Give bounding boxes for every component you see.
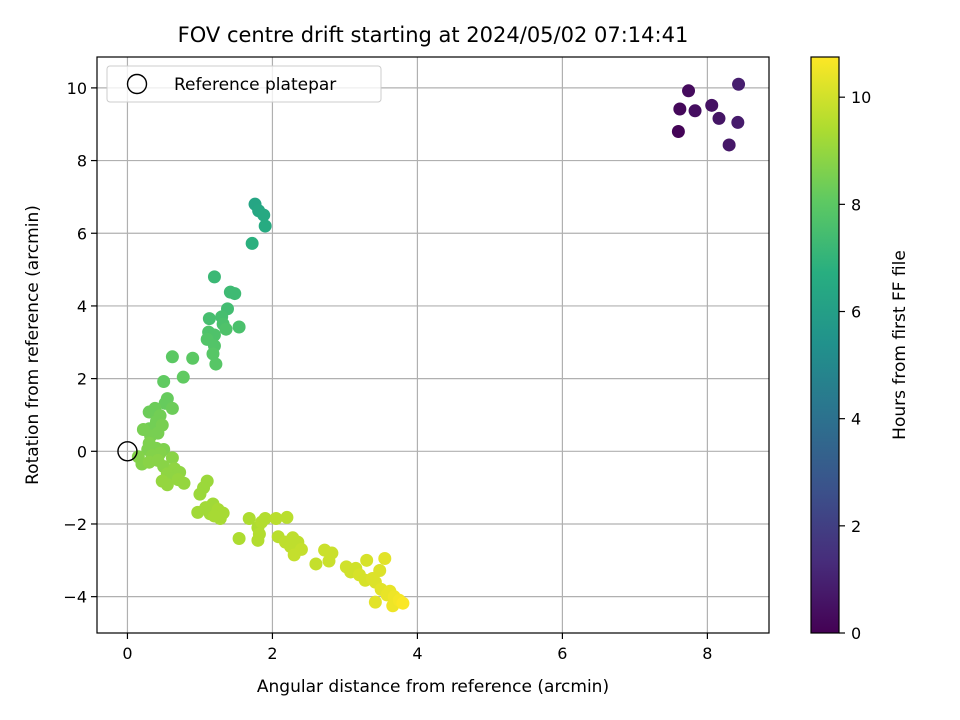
data-point	[165, 350, 179, 364]
data-point	[673, 102, 687, 116]
x-tick-label: 8	[702, 644, 712, 663]
colorbar-tick-label: 10	[851, 88, 871, 107]
colorbar	[810, 56, 840, 634]
data-point	[242, 512, 256, 526]
data-point	[206, 347, 220, 361]
y-tick-label: −4	[63, 588, 87, 607]
colorbar-ticks: 0 2 4 6 8 10	[839, 88, 871, 643]
data-point	[722, 138, 736, 152]
plot-frame	[96, 56, 770, 634]
colorbar-tick-label: 6	[851, 303, 861, 322]
data-point	[712, 111, 726, 125]
data-point	[688, 104, 702, 118]
data-point	[157, 375, 171, 389]
data-point	[207, 270, 221, 284]
x-tick-label: 4	[412, 644, 422, 663]
colorbar-label: Hours from first FF file	[890, 250, 910, 440]
x-tick-label: 6	[557, 644, 567, 663]
data-point	[232, 532, 246, 546]
data-points	[131, 77, 746, 613]
plot-area	[97, 57, 769, 633]
data-point	[219, 322, 233, 336]
data-point	[257, 208, 271, 222]
data-point	[136, 422, 150, 436]
legend-label: Reference platepar	[174, 75, 336, 95]
grid	[97, 57, 769, 633]
data-point	[202, 312, 216, 326]
data-point	[671, 124, 685, 138]
x-tick-label: 2	[267, 644, 277, 663]
data-point	[160, 478, 174, 492]
y-axis: −4 −2 0 2 4 6 8 10	[63, 79, 97, 607]
data-point	[287, 548, 301, 562]
y-tick-label: 8	[77, 152, 87, 171]
data-point	[165, 451, 179, 465]
colorbar-tick-label: 2	[851, 517, 861, 536]
x-tick-label: 0	[122, 644, 132, 663]
reference-platepar-marker	[117, 441, 138, 462]
y-tick-label: 4	[77, 297, 87, 316]
data-point	[207, 509, 221, 523]
data-point	[309, 557, 323, 571]
data-point	[322, 554, 336, 568]
y-tick-label: −2	[63, 515, 87, 534]
data-point	[682, 84, 696, 98]
data-point	[251, 533, 265, 547]
data-point	[186, 351, 200, 365]
data-point	[373, 563, 387, 577]
data-point	[165, 401, 179, 415]
legend-reference-marker	[126, 73, 148, 95]
x-axis: 0 2 4 6 8	[122, 633, 712, 663]
chart-title: FOV centre drift starting at 2024/05/02 …	[178, 23, 689, 47]
data-point	[732, 77, 746, 91]
data-point	[731, 115, 745, 129]
data-point	[396, 596, 410, 610]
data-point	[177, 476, 191, 490]
data-point	[209, 357, 223, 371]
colorbar-tick-label: 4	[851, 410, 861, 429]
legend-box	[106, 65, 382, 103]
data-point	[191, 505, 205, 519]
data-point	[176, 370, 190, 384]
data-point	[705, 98, 719, 112]
x-axis-label: Angular distance from reference (arcmin)	[257, 677, 609, 697]
colorbar-tick-label: 8	[851, 195, 861, 214]
data-point	[232, 320, 246, 334]
data-point	[142, 405, 156, 419]
y-tick-label: 2	[77, 370, 87, 389]
data-point	[193, 487, 207, 501]
data-point	[378, 552, 392, 566]
data-point	[269, 512, 283, 526]
data-point	[360, 553, 374, 567]
legend: Reference platepar	[106, 65, 382, 103]
data-point	[368, 595, 382, 609]
data-point	[228, 287, 242, 301]
data-point	[280, 510, 294, 524]
y-axis-label: Rotation from reference (arcmin)	[23, 205, 43, 485]
y-tick-label: 0	[77, 442, 87, 461]
y-tick-label: 6	[77, 224, 87, 243]
colorbar-tick-label: 0	[851, 624, 861, 643]
data-point	[258, 512, 272, 526]
y-tick-label: 10	[67, 79, 87, 98]
data-point	[258, 219, 272, 233]
data-point	[245, 236, 259, 250]
